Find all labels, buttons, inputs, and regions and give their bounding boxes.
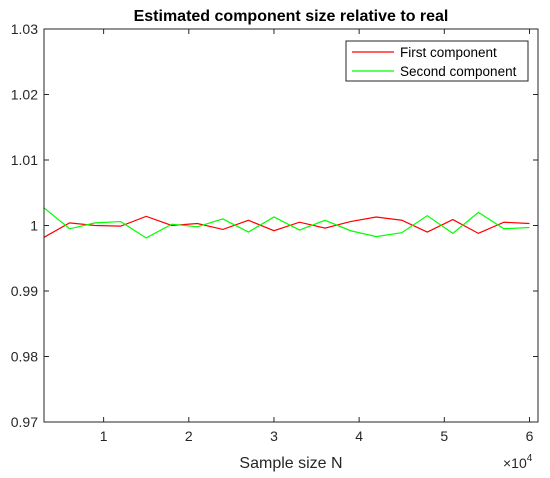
legend-box <box>345 40 529 82</box>
legend-label-first-component: First component <box>400 45 497 60</box>
plot-frame <box>43 28 539 423</box>
x-axis-label: Sample size N <box>239 455 342 472</box>
x-tick-label: 3 <box>270 428 278 444</box>
chart-title: Estimated component size relative to rea… <box>134 8 449 25</box>
y-tick-label: 1 <box>30 218 38 234</box>
x-tick-label: 4 <box>355 428 363 444</box>
x-exponent-power: 4 <box>527 453 533 464</box>
x-tick-label: 2 <box>185 428 193 444</box>
x-tick-label: 1 <box>100 428 108 444</box>
series-line-second-component <box>43 207 530 239</box>
y-tick-label: 0.99 <box>11 283 38 299</box>
y-tick-label: 1.01 <box>11 152 38 168</box>
y-tick-label: 1.02 <box>11 87 38 103</box>
y-tick-label: 0.97 <box>11 414 38 430</box>
x-exponent-base: ×10 <box>503 455 527 471</box>
y-tick-label: 1.03 <box>11 21 38 37</box>
legend-label-second-component: Second component <box>400 64 517 79</box>
x-tick-label: 6 <box>526 428 534 444</box>
x-exponent-label: ×104 <box>503 453 533 471</box>
legend: First component Second component <box>345 40 529 82</box>
y-tick-label: 0.98 <box>11 349 38 365</box>
series-layer <box>43 207 530 239</box>
x-tick-label: 5 <box>440 428 448 444</box>
